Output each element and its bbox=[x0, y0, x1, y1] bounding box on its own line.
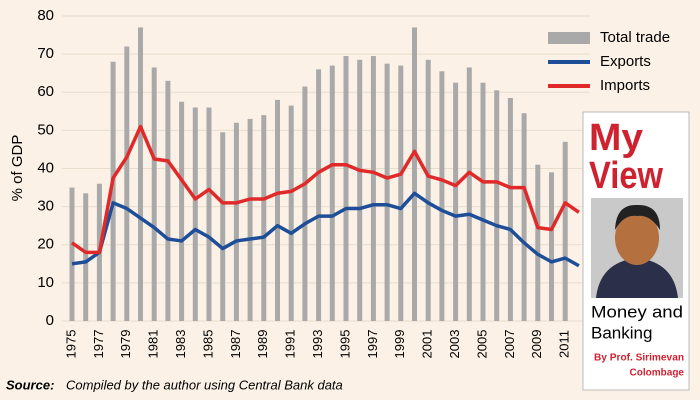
bar bbox=[370, 56, 376, 321]
x-tick-label: 2007 bbox=[502, 330, 517, 359]
bar bbox=[288, 105, 294, 321]
bar bbox=[549, 172, 554, 321]
photo-hair bbox=[615, 204, 660, 230]
bar bbox=[398, 65, 404, 321]
y-tick-label: 80 bbox=[37, 7, 54, 24]
bar bbox=[220, 132, 226, 321]
bar bbox=[316, 69, 322, 321]
x-tick-label: 2011 bbox=[557, 330, 572, 358]
source: Compiled by the author using Central Ban… bbox=[66, 377, 343, 392]
bar bbox=[329, 65, 335, 321]
x-tick-label: 1989 bbox=[255, 330, 270, 359]
inset-title: View bbox=[589, 155, 663, 197]
bar bbox=[439, 71, 445, 321]
bar bbox=[247, 118, 253, 321]
x-tick-label: 1997 bbox=[365, 330, 380, 359]
inset-byline: By Prof. Sirimevan bbox=[594, 353, 684, 364]
bar bbox=[343, 56, 349, 321]
x-tick-label: 2009 bbox=[529, 330, 544, 359]
source-label: Source: bbox=[6, 377, 54, 392]
bar bbox=[206, 107, 212, 321]
x-tick-label: 2005 bbox=[474, 330, 489, 359]
y-tick-label: 50 bbox=[37, 121, 54, 138]
bar bbox=[69, 187, 75, 321]
x-tick-label: 2001 bbox=[420, 330, 435, 359]
photo-body bbox=[596, 258, 678, 298]
x-tick-label: 1981 bbox=[146, 330, 161, 359]
bar bbox=[83, 193, 89, 321]
bar bbox=[384, 63, 390, 321]
bar bbox=[535, 164, 541, 321]
y-axis-label: % of GDP bbox=[9, 135, 26, 202]
bar bbox=[124, 46, 130, 321]
y-tick-label: 30 bbox=[37, 198, 54, 215]
bar bbox=[507, 97, 513, 321]
bar bbox=[233, 122, 239, 321]
x-tick-label: 2003 bbox=[447, 330, 462, 359]
bar bbox=[466, 67, 472, 321]
y-tick-label: 40 bbox=[37, 159, 54, 176]
x-tick-label: 1999 bbox=[392, 330, 407, 359]
x-tick-label: 1993 bbox=[310, 330, 325, 359]
inset-column: Money and bbox=[591, 302, 683, 321]
bar bbox=[151, 67, 157, 321]
bar bbox=[494, 90, 500, 321]
inset-title: My bbox=[589, 117, 643, 159]
line bbox=[71, 191, 580, 268]
bar bbox=[165, 80, 171, 321]
legend-swatch bbox=[548, 32, 590, 44]
bar bbox=[138, 27, 143, 321]
bar bbox=[261, 115, 267, 321]
bar bbox=[302, 86, 308, 321]
legend-label: Exports bbox=[600, 53, 651, 70]
bar bbox=[521, 113, 527, 321]
bar bbox=[453, 82, 459, 321]
x-tick-label: 1987 bbox=[228, 330, 243, 359]
bar bbox=[425, 59, 431, 321]
x-tick-label: 1995 bbox=[337, 330, 352, 359]
bar bbox=[275, 99, 280, 321]
x-tick-label: 1977 bbox=[91, 330, 106, 359]
x-tick-label: 1979 bbox=[118, 330, 133, 359]
y-tick-label: 70 bbox=[37, 45, 54, 62]
x-tick-label: 1983 bbox=[173, 330, 188, 359]
inset: My View Money and Banking By Prof. Sirim… bbox=[582, 111, 690, 391]
y-tick-label: 60 bbox=[37, 83, 54, 100]
y-tick-label: 10 bbox=[37, 274, 54, 291]
bar bbox=[110, 61, 116, 321]
bar bbox=[192, 107, 198, 321]
bar bbox=[357, 59, 363, 321]
x-tick-label: 1975 bbox=[63, 330, 78, 359]
inset-column: Banking bbox=[591, 323, 652, 342]
bar bbox=[480, 82, 486, 321]
x-tick-label: 1985 bbox=[200, 330, 215, 359]
bar bbox=[562, 141, 568, 321]
bar bbox=[412, 27, 417, 321]
legend-label: Total trade bbox=[600, 29, 670, 46]
bar bbox=[179, 101, 185, 321]
legend-label: Imports bbox=[600, 77, 650, 94]
y-tick-label: 0 bbox=[46, 312, 54, 329]
inset-byline: Colombage bbox=[630, 368, 685, 379]
y-tick-label: 20 bbox=[37, 236, 54, 253]
line bbox=[71, 124, 580, 255]
photo-face bbox=[615, 211, 659, 265]
x-tick-label: 1991 bbox=[283, 330, 298, 359]
